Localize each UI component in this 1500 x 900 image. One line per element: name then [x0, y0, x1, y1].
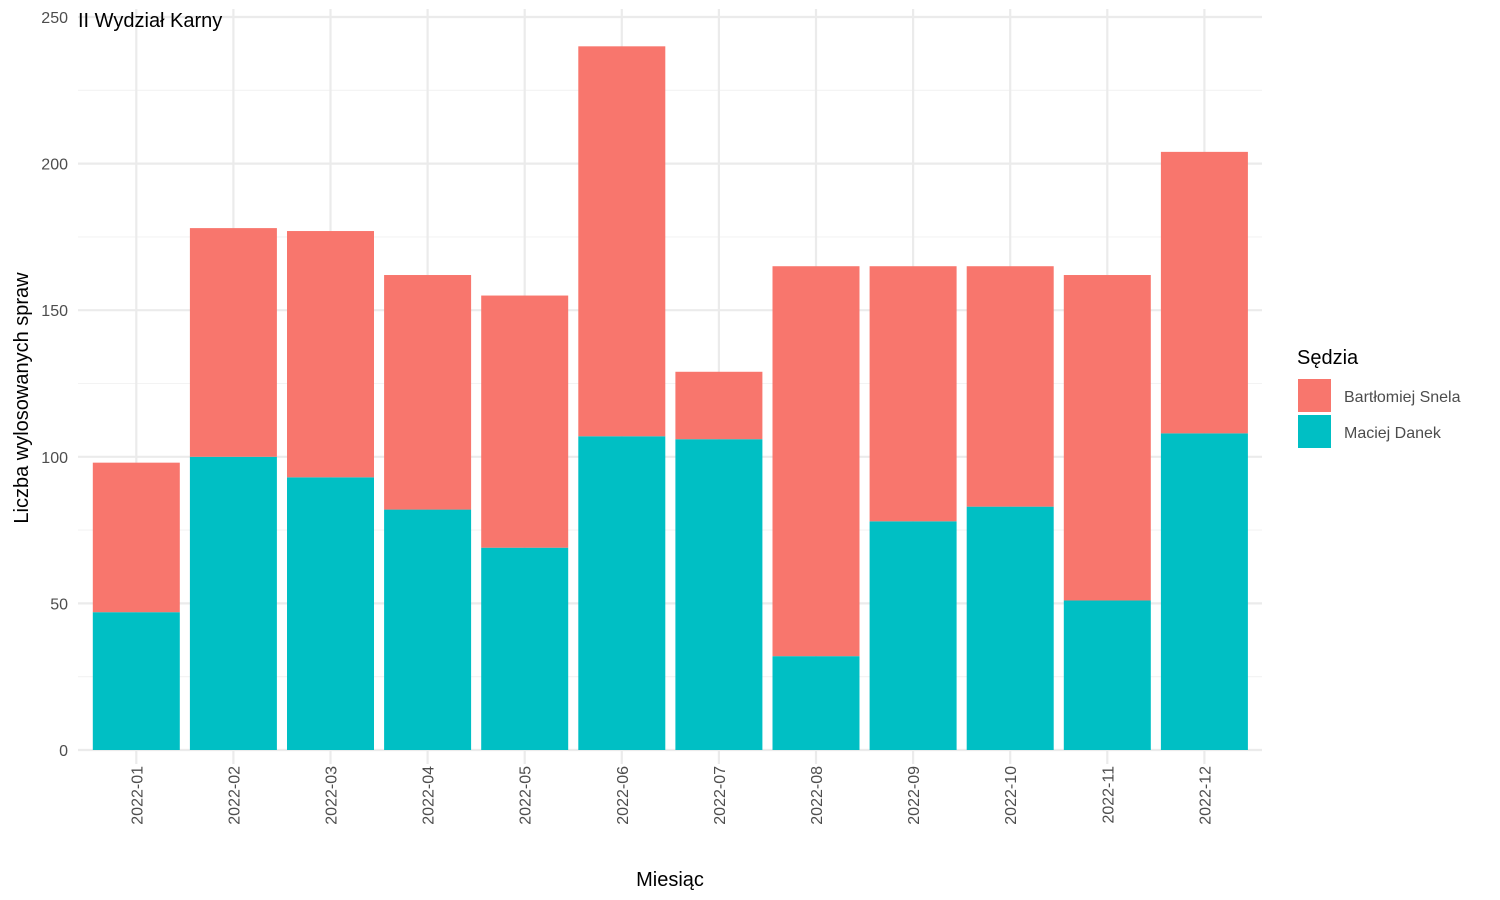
x-axis-ticks: 2022-01 2022-02 2022-03 2022-04 2022-05 2022-… [129, 766, 1214, 825]
x-tick-label: 2022-12 [1197, 766, 1214, 825]
y-tick-label: 200 [41, 157, 68, 174]
x-tick-label: 2022-05 [518, 766, 535, 825]
bar-segment [966, 506, 1054, 750]
x-tick-label: 2022-06 [615, 766, 632, 825]
y-axis-ticks: 0 50 100 150 200 250 [41, 10, 68, 760]
legend: Sędzia Bartłomiej Snela Maciej Danek [1297, 347, 1461, 448]
bar-segment [1063, 600, 1151, 750]
legend-title: Sędzia [1297, 347, 1359, 369]
chart-title: II Wydział Karny [78, 10, 222, 32]
bar-segment [675, 371, 763, 440]
bar-segment [675, 439, 763, 750]
y-tick-label: 100 [41, 450, 68, 467]
bar-segment [189, 456, 277, 750]
y-tick-label: 150 [41, 303, 68, 320]
x-tick-label: 2022-09 [906, 766, 923, 825]
y-tick-label: 50 [50, 596, 68, 613]
bar-segment [1160, 151, 1248, 434]
bar-segment [578, 46, 666, 437]
y-axis-title: Liczba wylosowanych spraw [11, 272, 33, 524]
bar-segment [189, 228, 277, 457]
bar-segment [966, 266, 1054, 507]
bar-segment [578, 436, 666, 750]
bar-segment [481, 547, 569, 750]
x-tick-label: 2022-03 [324, 766, 341, 825]
bars [92, 46, 1248, 750]
legend-label: Bartłomiej Snela [1344, 389, 1461, 406]
bar-segment [481, 295, 569, 548]
bar-segment [287, 231, 374, 478]
bar-segment [384, 275, 472, 510]
x-tick-label: 2022-11 [1100, 766, 1117, 824]
x-axis-title: Miesiąc [636, 869, 704, 891]
bar-segment [869, 266, 957, 522]
bar-segment [92, 462, 180, 613]
bar-segment [772, 656, 860, 750]
x-tick-label: 2022-08 [809, 766, 826, 825]
legend-swatch [1298, 415, 1331, 448]
bar-segment [1063, 275, 1151, 601]
legend-swatch [1298, 379, 1331, 412]
legend-label: Maciej Danek [1344, 425, 1442, 442]
x-tick-label: 2022-10 [1003, 766, 1020, 825]
x-tick-label: 2022-02 [226, 766, 243, 825]
bar-segment [1160, 433, 1248, 750]
bar-segment [384, 509, 472, 750]
legend-items: Bartłomiej Snela Maciej Danek [1298, 379, 1461, 448]
bar-segment [287, 477, 374, 750]
y-tick-label: 0 [59, 743, 68, 760]
bar-segment [869, 521, 957, 750]
bar-segment [772, 266, 860, 657]
x-tick-label: 2022-07 [712, 766, 729, 825]
x-tick-label: 2022-04 [421, 766, 438, 825]
x-tick-label: 2022-01 [129, 766, 146, 825]
bar-segment [92, 612, 180, 750]
y-tick-label: 250 [41, 10, 68, 27]
